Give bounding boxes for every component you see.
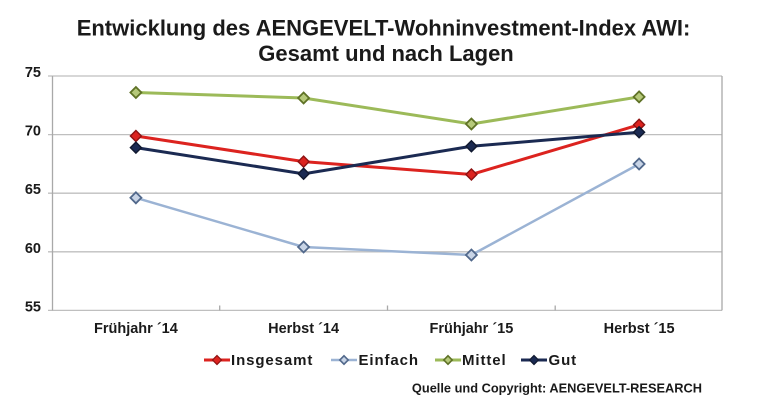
svg-text:Frühjahr ´14: Frühjahr ´14 bbox=[94, 321, 178, 337]
svg-text:65: 65 bbox=[25, 182, 41, 198]
svg-text:70: 70 bbox=[25, 124, 41, 140]
svg-text:Gesamt und nach Lagen: Gesamt und nach Lagen bbox=[258, 41, 514, 66]
svg-text:Entwicklung des AENGEVELT-Wohn: Entwicklung des AENGEVELT-Wohninvestment… bbox=[77, 16, 691, 41]
svg-text:60: 60 bbox=[25, 241, 41, 257]
svg-text:75: 75 bbox=[25, 65, 41, 81]
svg-text:Frühjahr ´15: Frühjahr ´15 bbox=[430, 321, 514, 337]
svg-text:Gut: Gut bbox=[549, 352, 578, 369]
svg-text:Herbst ´14: Herbst ´14 bbox=[268, 321, 339, 337]
svg-text:Quelle und Copyright: AENGEVEL: Quelle und Copyright: AENGEVELT-RESEARCH bbox=[412, 381, 702, 396]
svg-text:Einfach: Einfach bbox=[359, 352, 419, 369]
svg-text:Mittel: Mittel bbox=[462, 352, 507, 369]
svg-text:Herbst ´15: Herbst ´15 bbox=[604, 321, 675, 337]
svg-text:55: 55 bbox=[25, 299, 41, 315]
svg-text:Insgesamt: Insgesamt bbox=[231, 352, 313, 369]
